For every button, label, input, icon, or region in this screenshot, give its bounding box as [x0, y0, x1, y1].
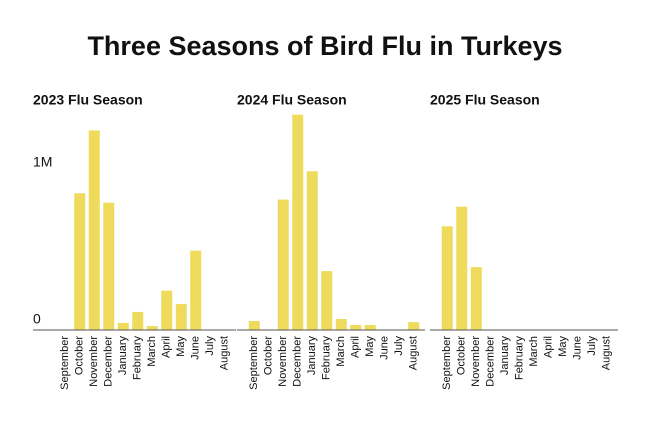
x-tick-label: July [586, 336, 598, 356]
x-tick-label: January [117, 336, 129, 376]
bar [117, 322, 129, 330]
bar [248, 321, 260, 330]
x-tick-label: October [263, 336, 275, 375]
x-tick-label: October [74, 336, 86, 375]
x-tick-label: November [88, 336, 100, 387]
x-tick-label: February [321, 336, 333, 381]
bar [408, 322, 420, 330]
x-tick-label: July [204, 336, 216, 356]
x-tick-label: August [408, 336, 420, 370]
bar [277, 199, 289, 330]
bar [306, 171, 318, 330]
x-tick-label: November [470, 336, 482, 387]
bar [456, 206, 468, 330]
x-tick-label: December [292, 336, 304, 387]
x-tick-label: February [514, 336, 526, 381]
x-tick-label: August [601, 336, 613, 370]
x-tick-label: September [248, 336, 260, 390]
x-tick-label: September [59, 336, 71, 390]
x-tick-label: August [219, 336, 231, 370]
panel-title: 2023 Flu Season [33, 92, 143, 108]
x-tick-label: May [557, 336, 569, 357]
bar [470, 267, 482, 330]
bar [350, 324, 362, 330]
x-tick-label: November [277, 336, 289, 387]
x-tick-label: March [146, 336, 158, 367]
x-tick-label: July [393, 336, 405, 356]
panel-title: 2024 Flu Season [237, 92, 347, 108]
x-tick-label: January [499, 336, 511, 376]
x-tick-label: February [132, 336, 144, 381]
x-tick-label: October [456, 336, 468, 375]
bar [335, 319, 347, 330]
bar [161, 290, 173, 330]
x-tick-label: May [175, 336, 187, 357]
x-tick-label: June [190, 336, 202, 360]
y-tick-label: 0 [33, 311, 41, 327]
x-tick-label: December [485, 336, 497, 387]
bar [74, 193, 86, 330]
x-tick-label: March [335, 336, 347, 367]
bar [321, 271, 333, 330]
x-tick-label: September [441, 336, 453, 390]
x-tick-label: May [364, 336, 376, 357]
x-tick-label: June [572, 336, 584, 360]
bar [190, 250, 202, 330]
x-tick-label: January [306, 336, 318, 376]
x-tick-label: June [379, 336, 391, 360]
bar [146, 326, 158, 330]
y-tick-label: 1M [33, 154, 52, 170]
x-tick-label: April [161, 336, 173, 358]
x-tick-label: April [543, 336, 555, 358]
bar [441, 226, 453, 330]
bar [132, 311, 144, 330]
chart-title: Three Seasons of Bird Flu in Turkeys [87, 31, 562, 61]
x-tick-label: December [103, 336, 115, 387]
bar [175, 304, 187, 330]
bar [88, 130, 100, 330]
bar [103, 202, 115, 330]
panel-title: 2025 Flu Season [430, 92, 540, 108]
bar [364, 324, 376, 330]
x-tick-label: March [528, 336, 540, 367]
bar [292, 114, 304, 330]
x-tick-label: April [350, 336, 362, 358]
